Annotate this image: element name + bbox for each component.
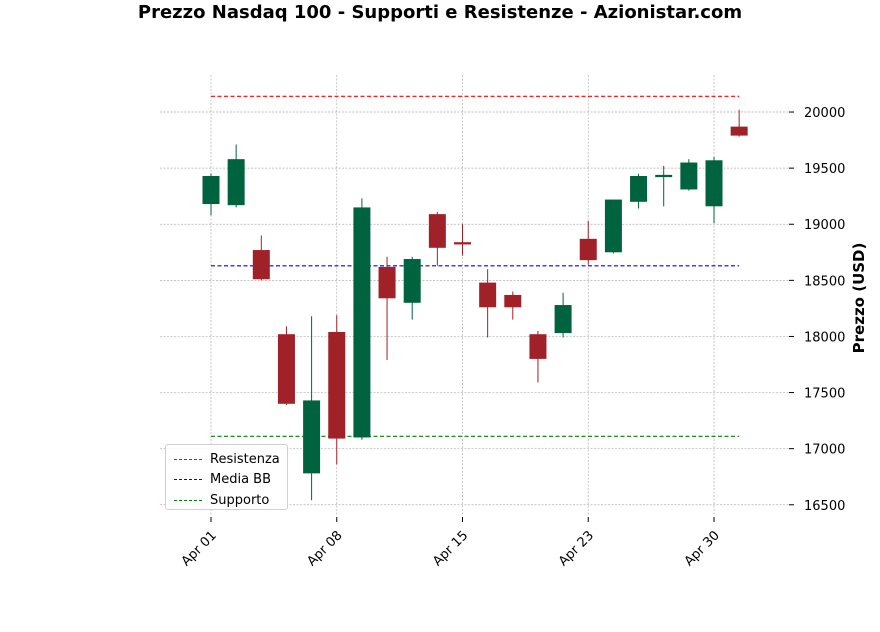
candle [403, 256, 421, 320]
candle [504, 291, 522, 320]
candles [202, 109, 748, 501]
candle-body [630, 175, 648, 202]
candle-body [378, 266, 396, 299]
candle [655, 165, 673, 207]
y-tick-label: 19500 [804, 162, 845, 177]
legend-item: Media BB [174, 470, 287, 491]
legend-label: Supporto [210, 492, 270, 508]
candle [277, 326, 295, 405]
candle-body [705, 160, 723, 207]
candle-body [680, 162, 698, 190]
candle-body [604, 199, 622, 253]
x-axis: Apr 01 Apr 08 Apr 15 Apr 23 Apr 30 [179, 517, 723, 569]
legend-swatch [174, 458, 202, 460]
chart-title: Prezzo Nasdaq 100 - Supporti e Resistenz… [137, 2, 743, 23]
candle [454, 224, 471, 256]
candle [630, 173, 648, 209]
candle-body [579, 238, 597, 261]
legend-item: Supporto [174, 490, 287, 511]
grid [160, 75, 790, 516]
candle [529, 330, 547, 383]
y-axis-label: Prezzo (USD) [850, 243, 868, 354]
candle-body [554, 305, 572, 334]
candle [579, 220, 597, 265]
candle [479, 269, 497, 338]
candle-body [353, 207, 371, 438]
y-tick-label: 17500 [804, 387, 845, 402]
x-tick-label: Apr 15 [430, 528, 471, 569]
x-tick-label: Apr 30 [682, 528, 723, 569]
candle-body [730, 126, 748, 136]
y-tick-label: 20000 [804, 106, 845, 121]
candle-body [655, 174, 673, 178]
candle [227, 144, 245, 208]
candle-body [403, 259, 421, 303]
candle-body [277, 334, 295, 404]
y-tick-label: 19000 [804, 218, 845, 233]
candle [378, 256, 396, 361]
candle [604, 199, 622, 254]
x-tick-label: Apr 01 [179, 528, 220, 569]
candle-body [328, 331, 346, 439]
y-tick-label: 16500 [804, 499, 845, 514]
legend-label: Media BB [210, 472, 272, 488]
candle-body [252, 250, 270, 280]
candle [730, 109, 748, 137]
candle [428, 211, 446, 266]
candle-body [454, 242, 471, 245]
candle-body [428, 214, 446, 248]
y-tick-label: 18500 [804, 274, 845, 289]
candle-body [303, 400, 321, 474]
candle [252, 235, 270, 281]
candle-body [202, 175, 220, 205]
candle [680, 159, 698, 191]
candle [328, 315, 346, 465]
y-axis: 16500 17000 17500 18000 18500 19000 19500 20000 [789, 106, 845, 514]
y-tick-label: 18000 [804, 330, 845, 345]
x-tick-label: Apr 08 [304, 528, 345, 569]
candle [303, 316, 321, 501]
legend-item: Resistenza [174, 449, 287, 470]
candle-body [227, 159, 245, 206]
level-lines [211, 95, 740, 437]
candle [353, 198, 371, 440]
legend-label: Resistenza [210, 451, 280, 467]
legend-swatch [174, 479, 202, 481]
x-tick-label: Apr 23 [556, 528, 597, 569]
y-tick-label: 17000 [804, 443, 845, 458]
legend-swatch [174, 499, 202, 501]
candle-body [504, 294, 522, 308]
legend: Resistenza Media BB Supporto [165, 444, 288, 510]
candle [202, 173, 220, 216]
candle [554, 292, 572, 338]
candle-body [479, 282, 497, 308]
candle-body [529, 334, 547, 359]
candle [705, 156, 723, 224]
